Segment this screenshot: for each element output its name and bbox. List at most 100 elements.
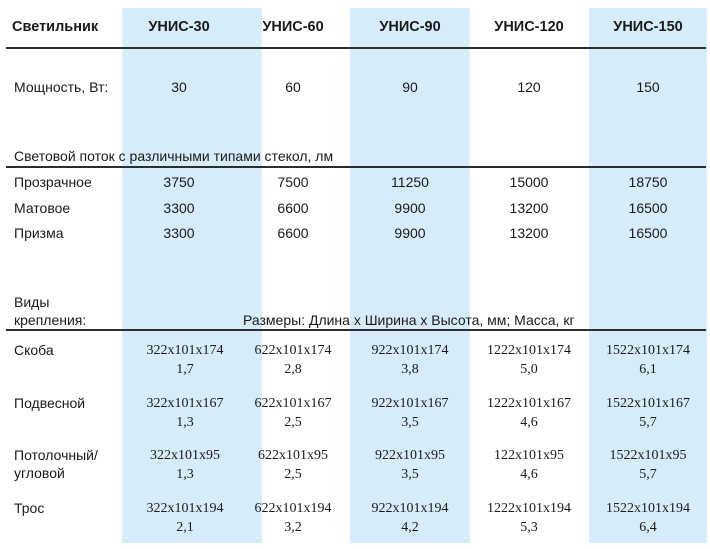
- mount-row-label: Подвесной: [14, 395, 86, 411]
- mass-value: 5,7: [639, 415, 657, 430]
- mount-row-label: Скоба: [14, 342, 54, 358]
- mass-value: 6,1: [639, 362, 657, 377]
- header-model-3: УНИС-90: [379, 19, 441, 35]
- dims-value: 922x101x95: [375, 448, 445, 463]
- flux-row-label: Призма: [14, 225, 64, 241]
- dims-cell: 1522x101x167 5,7: [606, 394, 690, 432]
- dims-value: 122x101x95: [494, 448, 564, 463]
- dims-value: 622x101x167: [254, 396, 332, 411]
- mass-value: 5,0: [520, 362, 538, 377]
- flux-value: 7500: [277, 174, 309, 190]
- dims-value: 322x101x194: [146, 501, 224, 516]
- power-value: 90: [402, 79, 418, 95]
- dims-cell: 122x101x95 4,6: [494, 446, 564, 484]
- flux-value: 9900: [394, 200, 426, 216]
- mount-row-label: Трос: [14, 500, 45, 516]
- dims-value: 1222x101x194: [487, 501, 571, 516]
- dims-cell: 1522x101x95 5,7: [610, 446, 687, 484]
- dims-cell: 622x101x194 3,2: [255, 499, 332, 537]
- mass-value: 1,3: [176, 415, 194, 430]
- dims-value: 1522x101x167: [606, 396, 690, 411]
- flux-value: 18750: [628, 174, 668, 190]
- mass-value: 2,1: [176, 520, 194, 535]
- header-model-2: УНИС-60: [262, 19, 324, 35]
- dims-cell: 322x101x194 2,1: [147, 499, 224, 537]
- mounting-title: Размеры: Длина х Ширина х Высота, мм; Ма…: [243, 312, 575, 328]
- mass-value: 1,7: [176, 362, 194, 377]
- dims-cell: 622x101x167 2,5: [255, 394, 332, 432]
- header-label: Светильник: [12, 19, 99, 35]
- mass-value: 3,8: [401, 362, 419, 377]
- dims-cell: 322x101x95 1,3: [150, 446, 220, 484]
- header-model-4: УНИС-120: [494, 19, 564, 35]
- dims-cell: 1522x101x174 6,1: [606, 341, 690, 379]
- dims-cell: 322x101x174 1,7: [147, 341, 224, 379]
- flux-rule: [6, 166, 706, 168]
- mass-value: 6,4: [639, 520, 657, 535]
- mass-value: 5,7: [639, 467, 657, 482]
- dims-value: 1522x101x194: [606, 501, 690, 516]
- dims-value: 922x101x194: [371, 501, 449, 516]
- dims-cell: 922x101x95 3,5: [375, 446, 445, 484]
- power-value: 120: [517, 79, 541, 95]
- mounting-label-line1: Виды: [14, 294, 50, 310]
- dims-value: 1522x101x174: [606, 343, 690, 358]
- dims-value: 622x101x95: [258, 448, 328, 463]
- mass-value: 4,6: [520, 467, 538, 482]
- flux-title: Световой поток с различными типами стеко…: [14, 148, 334, 164]
- dims-cell: 1522x101x194 6,4: [606, 499, 690, 537]
- mass-value: 4,2: [401, 520, 419, 535]
- flux-row-label: Прозрачное: [14, 174, 92, 190]
- header-model-5: УНИС-150: [613, 19, 683, 35]
- dims-value: 622x101x174: [254, 343, 332, 358]
- flux-value: 16500: [628, 200, 668, 216]
- highlight-column-1: [122, 8, 262, 543]
- mass-value: 2,8: [284, 362, 302, 377]
- mass-value: 4,6: [520, 415, 538, 430]
- flux-row-label: Матовое: [14, 200, 71, 216]
- dims-cell: 922x101x194 4,2: [372, 499, 449, 537]
- dims-value: 1522x101x95: [609, 448, 687, 463]
- flux-value: 3750: [163, 174, 195, 190]
- mount-row-label: Потолочный/: [14, 447, 98, 463]
- mass-value: 5,3: [520, 520, 538, 535]
- dims-value: 322x101x174: [146, 343, 224, 358]
- dims-cell: 1222x101x174 5,0: [487, 341, 571, 379]
- flux-value: 6600: [277, 200, 309, 216]
- mass-value: 3,2: [284, 520, 302, 535]
- mass-value: 1,3: [176, 467, 194, 482]
- dims-cell: 622x101x174 2,8: [255, 341, 332, 379]
- flux-value: 9900: [394, 225, 426, 241]
- dims-cell: 922x101x167 3,5: [372, 394, 449, 432]
- flux-value: 11250: [391, 174, 429, 190]
- dims-cell: 1222x101x167 4,6: [487, 394, 571, 432]
- dims-value: 922x101x167: [371, 396, 449, 411]
- power-value: 60: [285, 79, 301, 95]
- dims-value: 1222x101x174: [487, 343, 571, 358]
- mass-value: 3,5: [401, 467, 419, 482]
- flux-value: 3300: [163, 225, 195, 241]
- power-value: 30: [171, 79, 187, 95]
- dims-cell: 922x101x174 3,8: [372, 341, 449, 379]
- mounting-rule: [6, 329, 706, 331]
- header-rule: [6, 47, 706, 49]
- flux-value: 16500: [628, 225, 668, 241]
- mass-value: 3,5: [401, 415, 419, 430]
- dims-value: 922x101x174: [371, 343, 449, 358]
- dims-value: 322x101x167: [146, 396, 224, 411]
- flux-value: 15000: [509, 174, 549, 190]
- dims-cell: 1222x101x194 5,3: [487, 499, 571, 537]
- flux-value: 13200: [509, 225, 549, 241]
- mounting-label-line2: крепления:: [14, 312, 87, 328]
- dims-cell: 622x101x95 2,5: [258, 446, 328, 484]
- header-model-1: УНИС-30: [148, 19, 210, 35]
- mass-value: 2,5: [284, 467, 302, 482]
- dims-value: 322x101x95: [150, 448, 220, 463]
- dims-value: 622x101x194: [254, 501, 332, 516]
- power-value: 150: [636, 79, 660, 95]
- flux-value: 3300: [163, 200, 195, 216]
- mount-row-label-line2: угловой: [14, 465, 65, 481]
- dims-cell: 322x101x167 1,3: [147, 394, 224, 432]
- mass-value: 2,5: [284, 415, 302, 430]
- highlight-column-3: [350, 8, 470, 543]
